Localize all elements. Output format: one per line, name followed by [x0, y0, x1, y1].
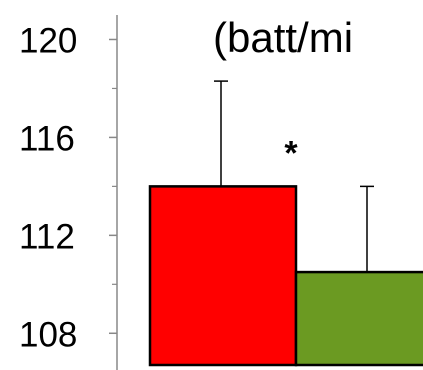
- y-tick-label: 120: [19, 21, 77, 60]
- y-tick-label: 108: [19, 315, 77, 354]
- y-axis: 108 112 116 120: [19, 15, 118, 370]
- bar: [148, 185, 298, 367]
- chart-title: (batt/mi: [213, 14, 353, 61]
- bars: *: [148, 80, 423, 367]
- bar: [294, 270, 423, 367]
- y-tick-label: 116: [19, 119, 75, 158]
- y-tick-label: 112: [19, 217, 75, 256]
- significance-marker: *: [284, 134, 298, 172]
